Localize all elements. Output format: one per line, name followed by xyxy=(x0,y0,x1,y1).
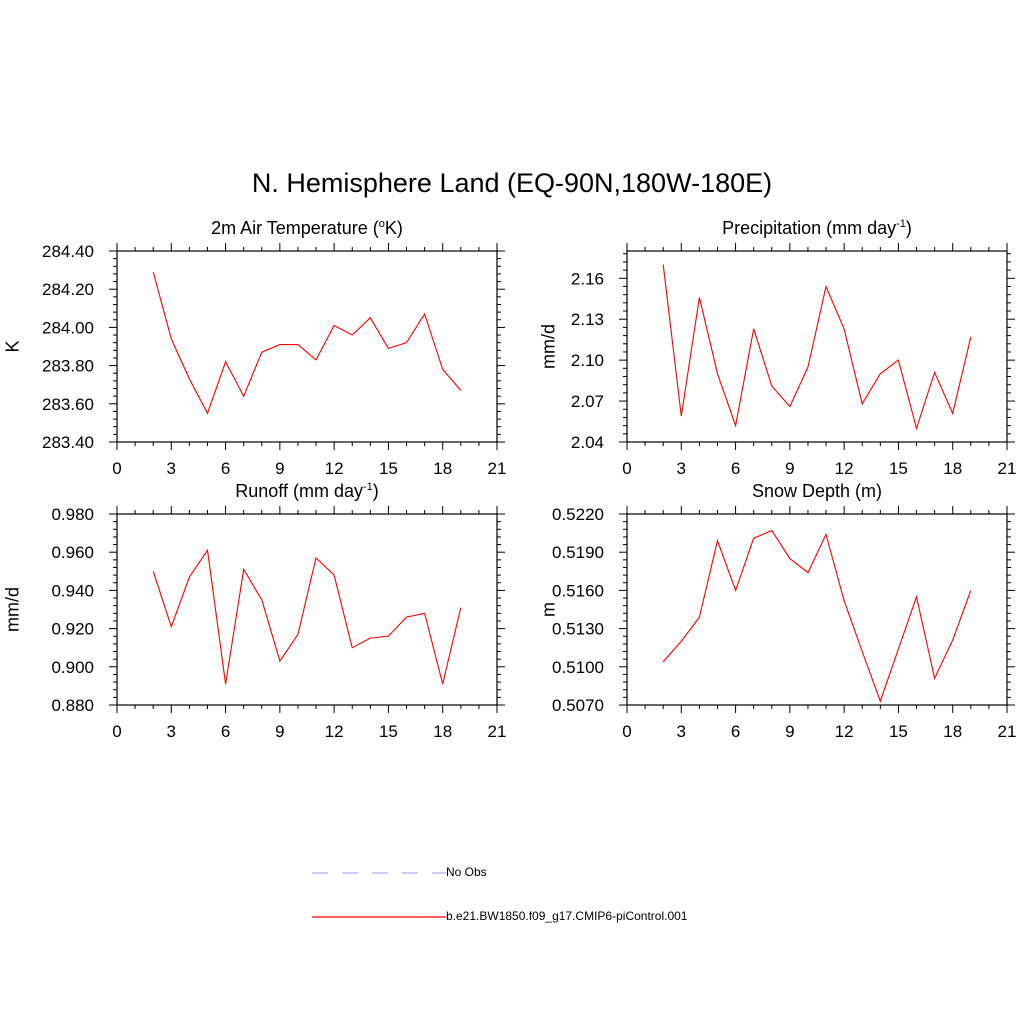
legend-label-model: b.e21.BW1850.f09_g17.CMIP6-piControl.001 xyxy=(446,909,688,923)
panel-1-y-tick-label: 284.20 xyxy=(42,280,94,299)
panel-1-y-axis-label: K xyxy=(2,340,23,353)
panel-4-title: Snow Depth (m) xyxy=(627,481,1007,502)
panel-2-y-tick-label: 2.04 xyxy=(571,433,604,452)
panel-3-y-tick-label: 0.980 xyxy=(51,505,94,524)
figure-title: N. Hemisphere Land (EQ-90N,180W-180E) xyxy=(251,168,773,198)
panel-3-x-tick-label: 18 xyxy=(433,722,452,741)
panel-1-y-tick-label: 283.80 xyxy=(42,357,94,376)
panel-3-x-tick-label: 12 xyxy=(325,722,344,741)
panel-3-y-tick-label: 0.960 xyxy=(51,543,94,562)
panel-2-y-axis-label: mm/d xyxy=(538,323,559,369)
panel-2-y-tick-label: 2.16 xyxy=(571,269,604,288)
panel-4-y-axis-label: m xyxy=(538,601,559,617)
panel-3-x-tick-label: 9 xyxy=(275,722,284,741)
panel-4-frame xyxy=(626,513,1008,706)
panel-2-title: Precipitation (mm day-1) xyxy=(627,218,1007,239)
panel-4-x-tick-label: 6 xyxy=(731,722,740,741)
panel-2-y-tick-label: 2.10 xyxy=(571,351,604,370)
panel-4-y-tick-label: 0.5160 xyxy=(552,581,604,600)
panel-4-y-tick-label: 0.5130 xyxy=(552,620,604,639)
panel-4-x-tick-label: 15 xyxy=(889,722,908,741)
panel-3-title-main: Runoff (mm day xyxy=(235,481,363,501)
panel-2-frame xyxy=(626,250,1008,443)
panel-2-x-tick-label: 9 xyxy=(785,459,794,478)
panel-4-y-tick-label: 0.5070 xyxy=(552,696,604,715)
panel-2-x-tick-label: 3 xyxy=(677,459,686,478)
panel-1-x-tick-label: 15 xyxy=(379,459,398,478)
panel-1-y-tick-label: 283.40 xyxy=(42,433,94,452)
panel-2-x-tick-label: 15 xyxy=(889,459,908,478)
panel-2-x-tick-label: 12 xyxy=(835,459,854,478)
panel-1-x-tick-label: 18 xyxy=(433,459,452,478)
panel-4-title-main: Snow Depth (m) xyxy=(751,481,883,501)
panel-1-x-tick-label: 21 xyxy=(488,459,507,478)
panel-1-y-tick-label: 283.60 xyxy=(42,395,94,414)
panel-4-x-tick-label: 12 xyxy=(835,722,854,741)
panel-4-y-tick-label: 0.5100 xyxy=(552,658,604,677)
panel-2-x-tick-label: 0 xyxy=(622,459,631,478)
panel-2-x-tick-label: 18 xyxy=(943,459,962,478)
panel-1-title: 2m Air Temperature (oK) xyxy=(117,218,497,239)
panel-2-y-tick-label: 2.13 xyxy=(571,310,604,329)
panel-2-series-line xyxy=(662,264,972,431)
panel-3-y-axis-label: mm/d xyxy=(2,586,23,632)
panel-3-x-tick-label: 21 xyxy=(488,722,507,741)
panel-1-x-tick-label: 12 xyxy=(325,459,344,478)
panel-1-y-tick-label: 284.40 xyxy=(42,242,94,261)
panel-4-x-tick-label: 21 xyxy=(998,722,1017,741)
panel-3-x-tick-label: 6 xyxy=(221,722,230,741)
panel-3-x-tick-label: 15 xyxy=(379,722,398,741)
panel-2-y-tick-label: 2.07 xyxy=(571,392,604,411)
panel-1-y-tick-label: 284.00 xyxy=(42,318,94,337)
panel-4-y-tick-label: 0.5220 xyxy=(552,505,604,524)
panel-3-series-line xyxy=(152,548,462,685)
panel-3-title: Runoff (mm day-1) xyxy=(117,481,497,502)
panel-4-x-tick-label: 9 xyxy=(785,722,794,741)
panel-1-title-sup: o xyxy=(378,218,385,230)
panel-4-x-tick-label: 18 xyxy=(943,722,962,741)
panel-1-x-tick-label: 9 xyxy=(275,459,284,478)
panel-3-x-tick-label: 0 xyxy=(112,722,121,741)
panel-4-series-line xyxy=(662,529,972,703)
legend-label-no-obs: No Obs xyxy=(446,865,487,879)
panel-1-title-main: 2m Air Temperature ( xyxy=(211,218,379,238)
panel-1-frame xyxy=(116,250,498,443)
panel-3-frame xyxy=(116,513,498,706)
panel-3-y-tick-label: 0.900 xyxy=(51,658,94,677)
panel-3-y-tick-label: 0.880 xyxy=(51,696,94,715)
panel-4-y-tick-label: 0.5190 xyxy=(552,543,604,562)
panel-4-x-tick-label: 3 xyxy=(677,722,686,741)
panel-3-x-tick-label: 3 xyxy=(167,722,176,741)
panel-1-x-tick-label: 0 xyxy=(112,459,121,478)
panel-1-series-line xyxy=(152,271,462,415)
panel-1-x-tick-label: 6 xyxy=(221,459,230,478)
panel-2-title-sup: -1 xyxy=(896,218,906,230)
panel-3-y-tick-label: 0.940 xyxy=(51,581,94,600)
panel-2-x-tick-label: 21 xyxy=(998,459,1017,478)
panel-1-title-end: K) xyxy=(384,218,403,238)
panel-2-x-tick-label: 6 xyxy=(731,459,740,478)
panel-3-y-tick-label: 0.920 xyxy=(51,620,94,639)
panel-2-title-main: Precipitation (mm day xyxy=(722,218,897,238)
panel-2-title-end: ) xyxy=(905,218,912,238)
panel-1-x-tick-label: 3 xyxy=(167,459,176,478)
panel-4-x-tick-label: 0 xyxy=(622,722,631,741)
panel-3-title-sup: -1 xyxy=(362,481,373,493)
panel-3-title-end: ) xyxy=(372,481,379,501)
